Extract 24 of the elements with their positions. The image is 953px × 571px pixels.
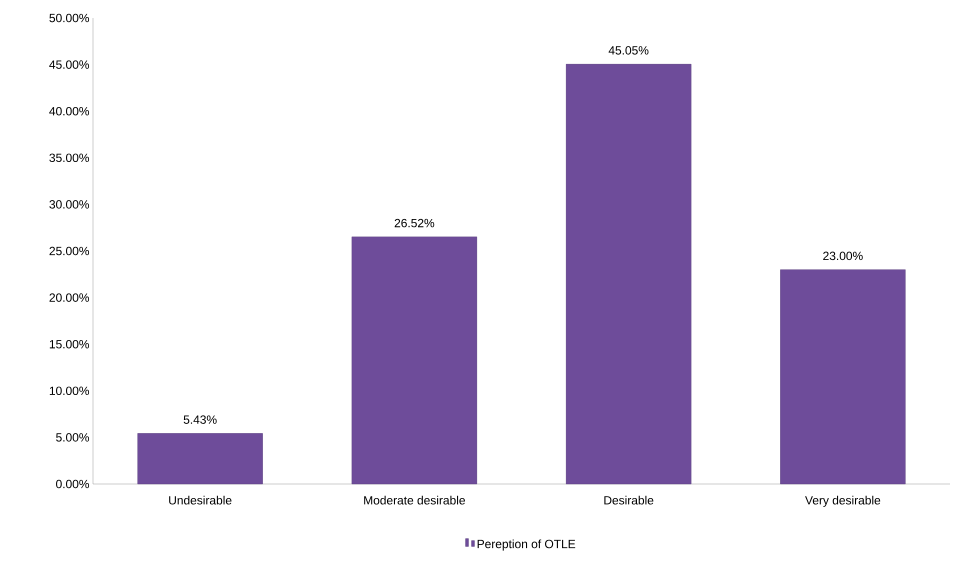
legend-label: Pereption of OTLE: [478, 539, 576, 551]
y-tick-label: 5.00%: [56, 433, 90, 442]
data-label: 26.52%: [394, 218, 434, 228]
bar: [780, 269, 906, 484]
y-tick-label: 25.00%: [50, 246, 90, 256]
y-tick-label: 45.00%: [49, 60, 90, 69]
x-tick-label: Undesirable: [169, 496, 232, 505]
data-label: 23.00%: [823, 252, 863, 260]
data-label: 45.05%: [608, 46, 648, 55]
bar: [566, 64, 692, 484]
y-tick-label: 30.00%: [49, 200, 90, 209]
y-tick-label: 10.00%: [50, 386, 90, 396]
y-tick-label: 15.00%: [50, 340, 90, 348]
x-tick-label: Desirable: [604, 496, 654, 505]
y-tick-label: 50.00%: [49, 14, 90, 22]
data-label: 5.43%: [184, 415, 217, 424]
y-tick-label: 0.00%: [56, 480, 90, 488]
y-tick-label: 20.00%: [50, 293, 90, 302]
x-tick-label: Very desirable: [805, 496, 880, 507]
x-tick-label: Moderate desirable: [364, 496, 465, 505]
y-tick-label: 40.00%: [49, 106, 90, 116]
bar: [352, 236, 478, 484]
y-tick-label: 35.00%: [49, 154, 90, 162]
bar: [137, 433, 263, 484]
